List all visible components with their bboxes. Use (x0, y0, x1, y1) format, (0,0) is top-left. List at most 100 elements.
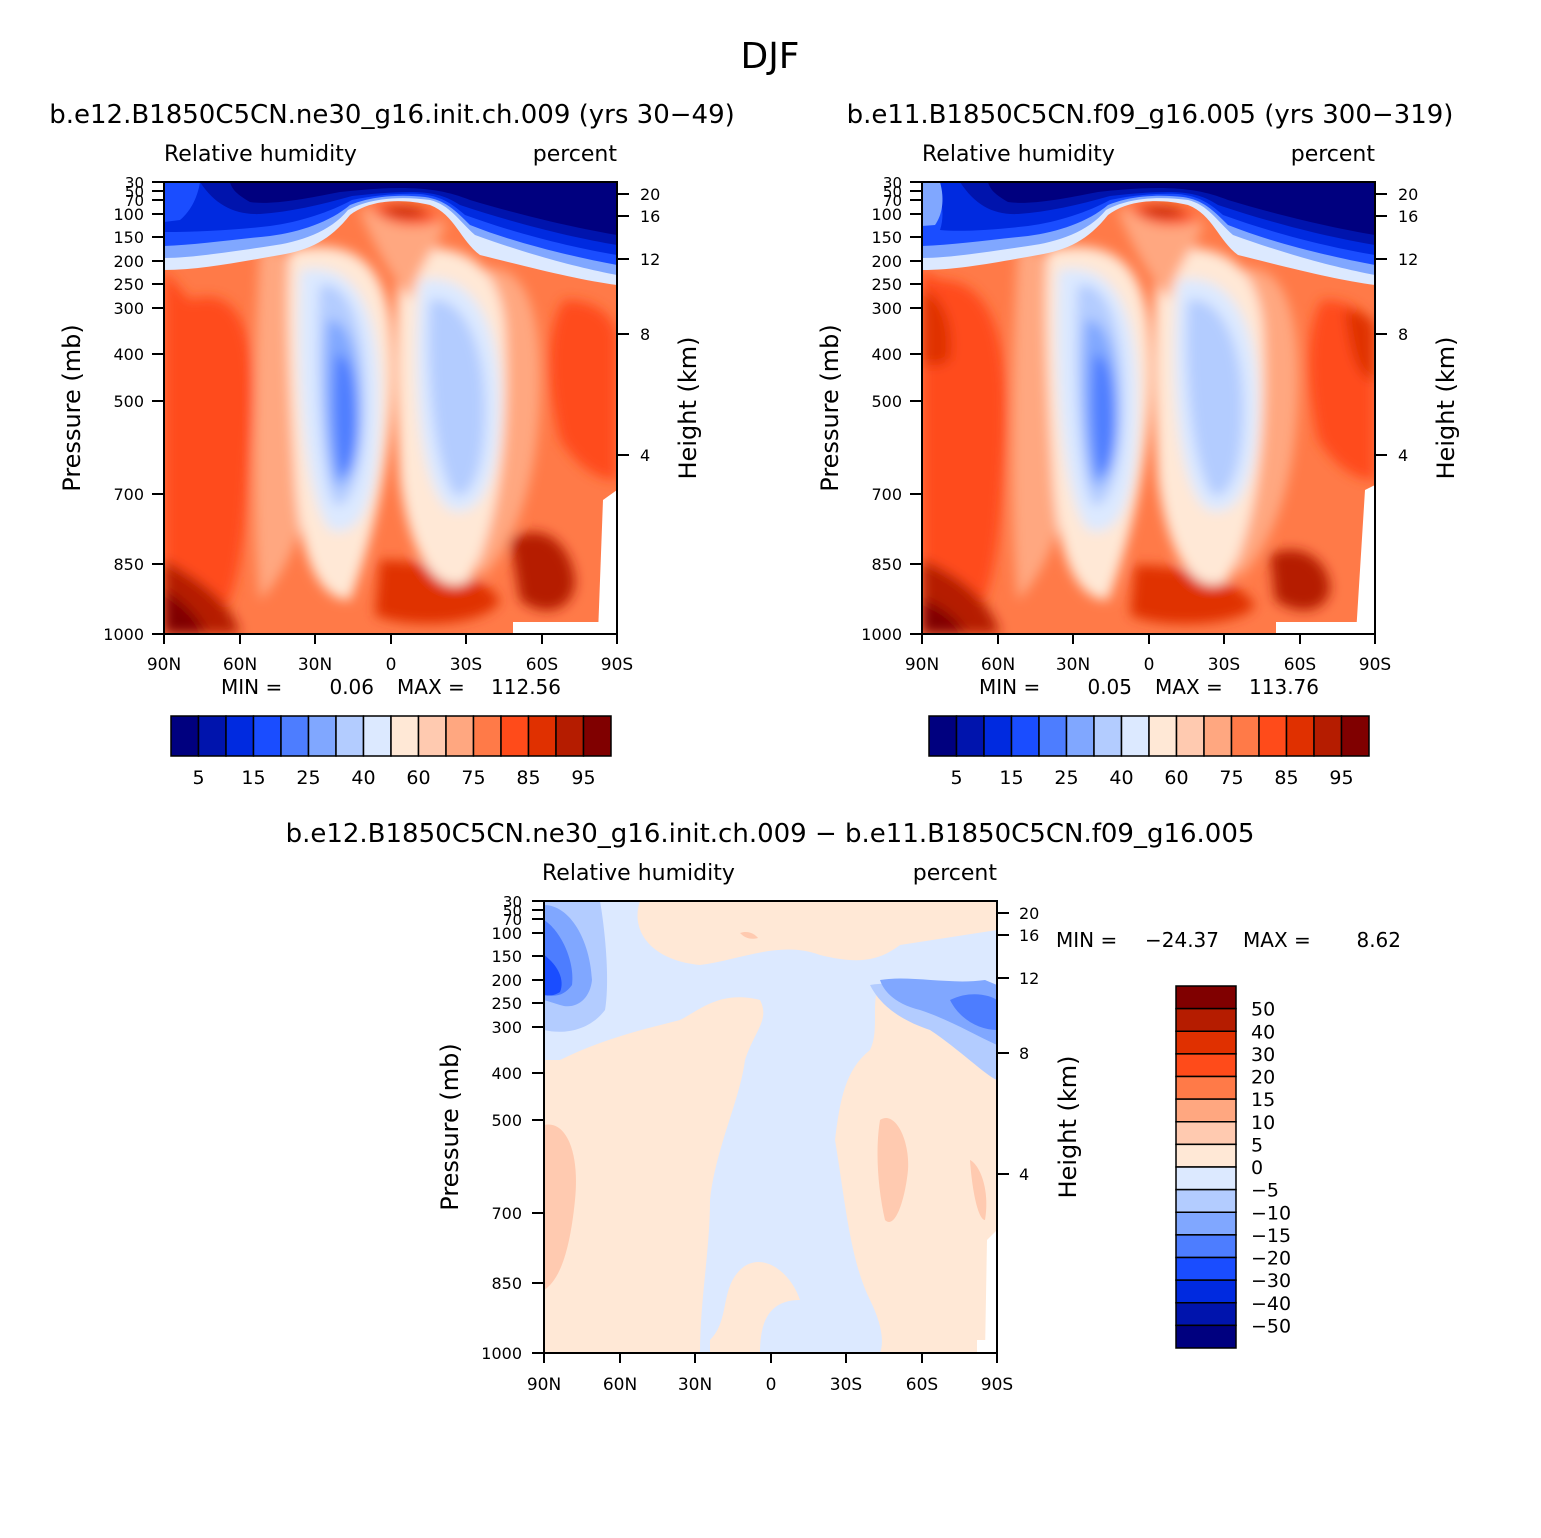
x-tick-label: 30S (830, 1375, 862, 1395)
colorbar-label: 5 (192, 767, 204, 789)
colorbar-label: 40 (351, 767, 375, 789)
y-tick-label: 30 (125, 174, 144, 192)
colorbar-swatch (1038, 715, 1068, 757)
panel-title: b.e11.B1850C5CN.f09_g16.005 (yrs 300−319… (847, 100, 1454, 130)
colorbar-swatch (417, 715, 447, 757)
colorbar-swatch (1175, 1302, 1237, 1327)
y-tick-label: 8 (1019, 1044, 1029, 1063)
colorbar-swatch (983, 715, 1013, 757)
min-label: MIN = (221, 675, 282, 699)
colorbar-swatch (582, 715, 612, 757)
min-value: 0.05 (1087, 675, 1132, 699)
colorbar-swatch (1175, 1053, 1237, 1078)
units-label: percent (533, 142, 618, 167)
colorbar-swatch (1175, 1188, 1237, 1213)
colorbar-swatch (307, 715, 337, 757)
y-tick-label: 16 (1019, 926, 1039, 945)
y-tick-label: 20 (640, 185, 660, 204)
x-tick-label: 90S (601, 655, 633, 675)
colorbar-label: 60 (1164, 767, 1188, 789)
max-label: MAX = (397, 675, 465, 699)
y-tick-label: 700 (491, 1204, 522, 1223)
max-label: MAX = (1155, 675, 1223, 699)
y-tick-label: 30 (503, 893, 522, 911)
min-max-readout: MIN = −24.37 MAX = 8.62 (1056, 928, 1401, 952)
colorbar-swatch (1230, 715, 1260, 757)
colorbar-swatch (1175, 1256, 1237, 1281)
colorbar-swatch (362, 715, 392, 757)
x-axis: 90N 60N 30N 0 30S 60S 90S (527, 1353, 1013, 1395)
colorbar-label: 60 (406, 767, 430, 789)
colorbar-swatch (280, 715, 310, 757)
y-tick-label: 150 (871, 228, 902, 247)
colorbar-swatch (1313, 715, 1343, 757)
colorbar-label: 50 (1251, 999, 1275, 1021)
y-axis-height: 20 16 12 8 4 (1375, 185, 1418, 465)
colorbar: 5 15 25 40 60 75 85 95 (928, 715, 1370, 789)
y-tick-label: 50 (125, 183, 144, 201)
x-tick-label: 90N (905, 655, 939, 675)
x-tick-label: 60N (223, 655, 257, 675)
colorbar-label: 0 (1251, 1157, 1263, 1179)
panel-title: b.e12.B1850C5CN.ne30_g16.init.ch.009 − b… (286, 819, 1255, 849)
y-tick-label: 100 (871, 205, 902, 224)
colorbar-label: 85 (516, 767, 540, 789)
colorbar-swatch (555, 715, 585, 757)
colorbar-label: 75 (1219, 767, 1243, 789)
colorbar-swatch (1120, 715, 1150, 757)
y-tick-label: 300 (871, 299, 902, 318)
y-tick-label: 850 (113, 555, 144, 574)
x-tick-label: 90N (147, 655, 181, 675)
colorbar-swatch (1065, 715, 1095, 757)
colorbar-swatch (955, 715, 985, 757)
x-tick-label: 60N (603, 1375, 637, 1395)
y-tick-label: 1000 (103, 625, 144, 644)
colorbar-swatch (1148, 715, 1178, 757)
colorbar: 5 15 25 40 60 75 85 95 (170, 715, 612, 789)
y-axis-label: Pressure (mb) (58, 324, 86, 491)
colorbar-label: 5 (950, 767, 962, 789)
y-tick-label: 500 (871, 392, 902, 411)
y-axis-pressure: 30 50 70 100 150 200 250 300 400 500 700… (103, 174, 164, 644)
contour-field (164, 182, 617, 634)
x-tick-label: 90S (1359, 655, 1391, 675)
colorbar-swatch (1175, 1121, 1237, 1146)
colorbar-swatch (252, 715, 282, 757)
colorbar-label: 10 (1251, 1112, 1275, 1134)
y-tick-label: 30 (883, 174, 902, 192)
y-axis-height: 20 16 12 8 4 (997, 904, 1039, 1184)
x-tick-label: 60S (906, 1375, 938, 1395)
field-label: Relative humidity (164, 142, 357, 167)
colorbar-swatch (390, 715, 420, 757)
y-tick-label: 12 (1398, 250, 1418, 269)
x-tick-label: 0 (1144, 655, 1155, 675)
colorbar-swatch (445, 715, 475, 757)
colorbar-swatch (1175, 1211, 1237, 1236)
y-tick-label: 400 (491, 1064, 522, 1083)
y-tick-label: 12 (640, 250, 660, 269)
max-value: 8.62 (1356, 928, 1401, 952)
panel-control: b.e11.B1850C5CN.f09_g16.005 (yrs 300−319… (816, 100, 1460, 789)
units-label: percent (913, 861, 998, 886)
x-tick-label: 90N (527, 1375, 561, 1395)
units-label: percent (1291, 142, 1376, 167)
colorbar-swatch (1175, 1030, 1237, 1055)
colorbar-swatch (1093, 715, 1123, 757)
x-tick-label: 60S (526, 655, 558, 675)
min-max-readout: MIN = 0.05 MAX = 113.76 (979, 675, 1319, 699)
colorbar-swatch (1175, 1098, 1237, 1123)
colorbar-label: 20 (1251, 1067, 1275, 1089)
colorbar-label: 25 (1054, 767, 1078, 789)
colorbar-label: −30 (1251, 1270, 1291, 1292)
max-value: 112.56 (491, 675, 561, 699)
colorbar-label: −5 (1251, 1180, 1279, 1202)
y-tick-label: 70 (503, 911, 522, 929)
colorbar-swatch (1285, 715, 1315, 757)
x-tick-label: 60S (1284, 655, 1316, 675)
colorbar-label: −20 (1251, 1248, 1291, 1270)
colorbar-label: 30 (1251, 1044, 1275, 1066)
min-label: MIN = (1056, 928, 1117, 952)
y-tick-label: 400 (113, 345, 144, 364)
y-tick-label: 50 (883, 183, 902, 201)
y-tick-label: 850 (491, 1274, 522, 1293)
